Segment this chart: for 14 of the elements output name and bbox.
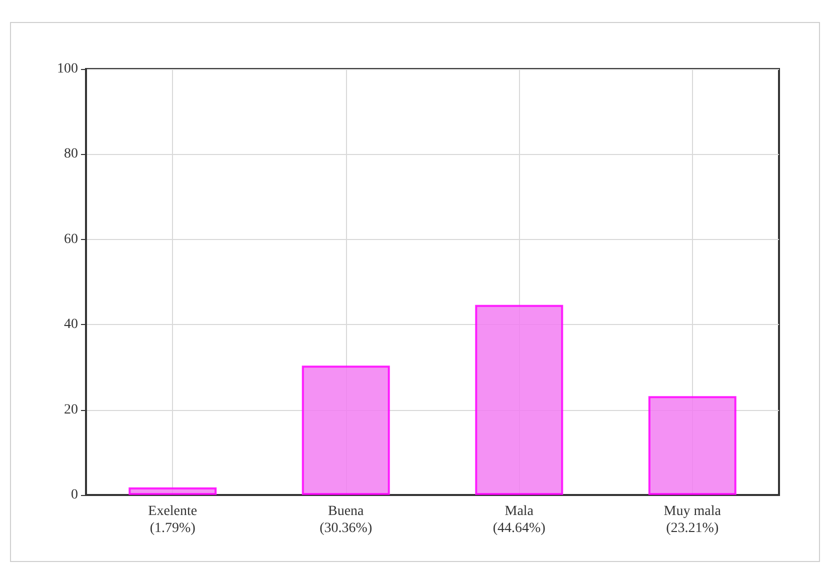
bar	[648, 396, 736, 495]
y-tick-label: 80	[64, 146, 78, 162]
x-tick-label: Buena (30.36%)	[320, 504, 372, 536]
y-tick-label: 60	[64, 232, 78, 247]
y-tick-label: 0	[71, 488, 78, 502]
y-tick-label: 100	[57, 62, 78, 76]
bar	[128, 487, 217, 495]
x-tick-label: Mala (44.64%)	[492, 504, 546, 536]
x-tick-label: Muy mala (23.21%)	[664, 504, 722, 536]
y-tick-label: 40	[64, 317, 78, 332]
bar	[475, 304, 564, 495]
y-tick-label: 20	[64, 402, 78, 418]
bar	[302, 366, 390, 495]
x-tick-label: Exelente (1.79%)	[148, 504, 198, 536]
